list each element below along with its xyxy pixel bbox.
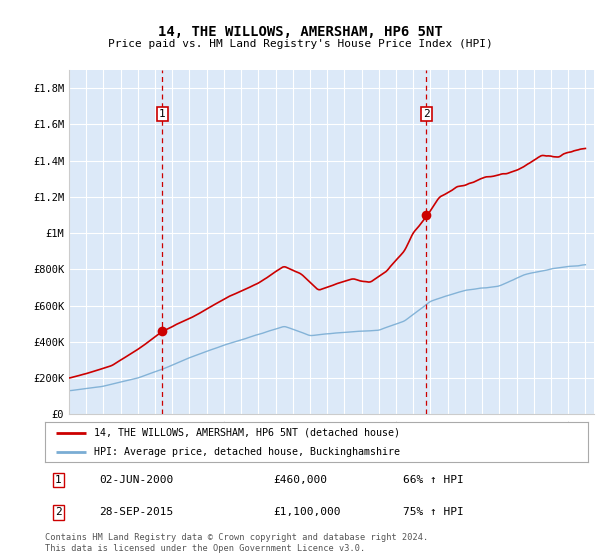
Text: Price paid vs. HM Land Registry's House Price Index (HPI): Price paid vs. HM Land Registry's House … <box>107 39 493 49</box>
Text: 02-JUN-2000: 02-JUN-2000 <box>100 475 173 486</box>
Text: 14, THE WILLOWS, AMERSHAM, HP6 5NT: 14, THE WILLOWS, AMERSHAM, HP6 5NT <box>158 25 442 39</box>
Text: 66% ↑ HPI: 66% ↑ HPI <box>403 475 464 486</box>
Text: £1,100,000: £1,100,000 <box>273 507 341 517</box>
Text: Contains HM Land Registry data © Crown copyright and database right 2024.
This d: Contains HM Land Registry data © Crown c… <box>45 533 428 553</box>
Text: 14, THE WILLOWS, AMERSHAM, HP6 5NT (detached house): 14, THE WILLOWS, AMERSHAM, HP6 5NT (deta… <box>94 428 400 438</box>
Text: 28-SEP-2015: 28-SEP-2015 <box>100 507 173 517</box>
Text: HPI: Average price, detached house, Buckinghamshire: HPI: Average price, detached house, Buck… <box>94 446 400 456</box>
Text: 2: 2 <box>55 507 62 517</box>
Text: £460,000: £460,000 <box>273 475 327 486</box>
Text: 1: 1 <box>55 475 62 486</box>
Text: 2: 2 <box>423 109 430 119</box>
Text: 1: 1 <box>159 109 166 119</box>
Text: 75% ↑ HPI: 75% ↑ HPI <box>403 507 464 517</box>
